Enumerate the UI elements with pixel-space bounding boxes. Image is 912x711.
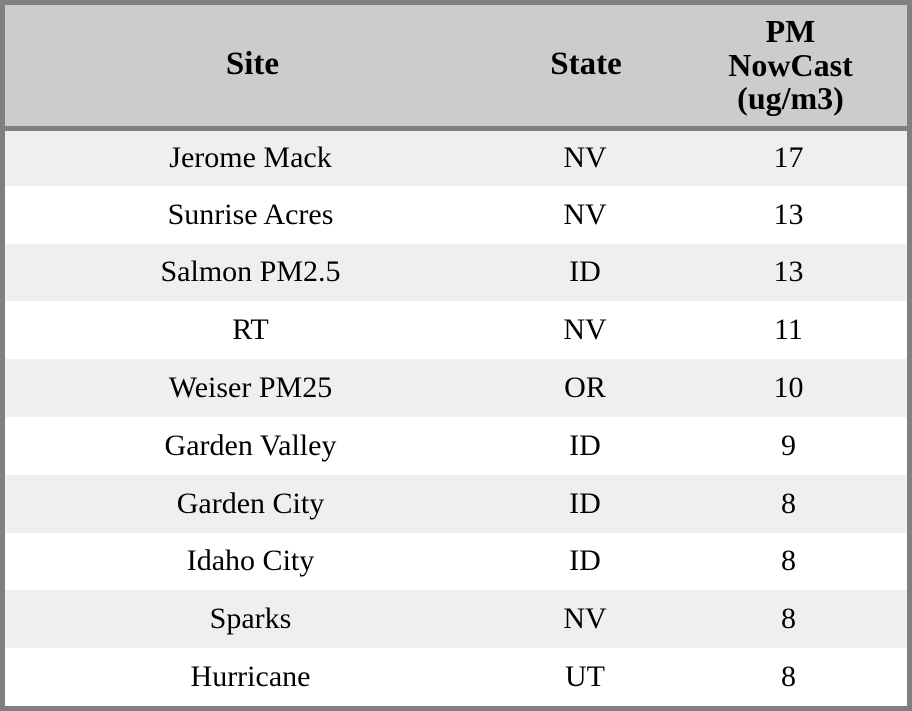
cell-pm-nowcast-value: 11: [774, 313, 803, 347]
cell-state: NV: [563, 141, 607, 175]
cell-pm-nowcast-value: 8: [781, 602, 796, 636]
cell-pm-nowcast-value: 8: [781, 544, 796, 578]
table-row[interactable]: Sunrise Acres NV 13: [5, 185, 907, 244]
cell-state: UT: [565, 660, 605, 694]
cell-pm-nowcast-value: 13: [773, 255, 804, 289]
cell-pm-nowcast-value: 17: [773, 141, 804, 175]
cell-state: ID: [569, 486, 601, 520]
cell-site: Jerome Mack: [169, 141, 332, 175]
cell-state: NV: [563, 313, 607, 347]
table-row[interactable]: Garden City ID 8: [5, 474, 907, 533]
table-row[interactable]: Weiser PM25 OR 10: [5, 359, 907, 417]
column-header-site[interactable]: Site: [5, 5, 500, 131]
table-row[interactable]: Sparks NV 8: [5, 590, 907, 649]
table-row[interactable]: Salmon PM2.5 ID 13: [5, 243, 907, 302]
table-row[interactable]: RT NV 11: [5, 301, 907, 360]
cell-pm-nowcast-value: 8: [781, 486, 796, 520]
cell-site: RT: [232, 313, 269, 347]
cell-site: Sunrise Acres: [167, 197, 334, 231]
cell-state: ID: [569, 428, 601, 462]
column-header-state[interactable]: State: [500, 5, 672, 131]
table-row[interactable]: Jerome Mack NV 17: [5, 128, 907, 186]
cell-state: ID: [569, 544, 601, 578]
table-row[interactable]: Idaho City ID 8: [5, 532, 907, 591]
cell-pm-nowcast-value: 13: [773, 197, 804, 231]
column-header-pm-line-3: (ug/m3): [737, 79, 844, 116]
cell-pm-nowcast-value: 9: [781, 428, 796, 462]
air-quality-table: Site State PM NowCast (ug/m3) Jerome Mac…: [5, 5, 907, 706]
column-header-pm-nowcast[interactable]: PM NowCast (ug/m3): [672, 5, 907, 131]
cell-site: Sparks: [209, 602, 292, 636]
cell-state: NV: [563, 602, 607, 636]
header-row: Site State PM NowCast (ug/m3): [5, 5, 907, 131]
cell-pm-nowcast-value: 8: [781, 660, 796, 694]
column-header-pm-line-1: PM: [765, 13, 816, 50]
cell-state: NV: [563, 197, 607, 231]
cell-state: ID: [569, 255, 601, 289]
cell-site: Garden Valley: [164, 428, 337, 462]
cell-site: Salmon PM2.5: [160, 255, 341, 289]
cell-site: Idaho City: [186, 544, 315, 578]
cell-pm-nowcast-value: 10: [773, 371, 804, 405]
column-header-pm-line-2: NowCast: [728, 46, 853, 83]
cell-site: Weiser PM25: [168, 371, 333, 405]
table-header: Site State PM NowCast (ug/m3): [5, 5, 907, 131]
cell-site: Garden City: [176, 486, 325, 520]
table-body: Jerome Mack NV 17 Sunrise Acres NV 13 Salmon P…: [5, 128, 907, 706]
table-row[interactable]: Garden Valley ID 9: [5, 416, 907, 475]
table-row[interactable]: Hurricane UT 8: [5, 648, 907, 706]
cell-site: Hurricane: [190, 660, 311, 694]
cell-state: OR: [564, 371, 606, 405]
